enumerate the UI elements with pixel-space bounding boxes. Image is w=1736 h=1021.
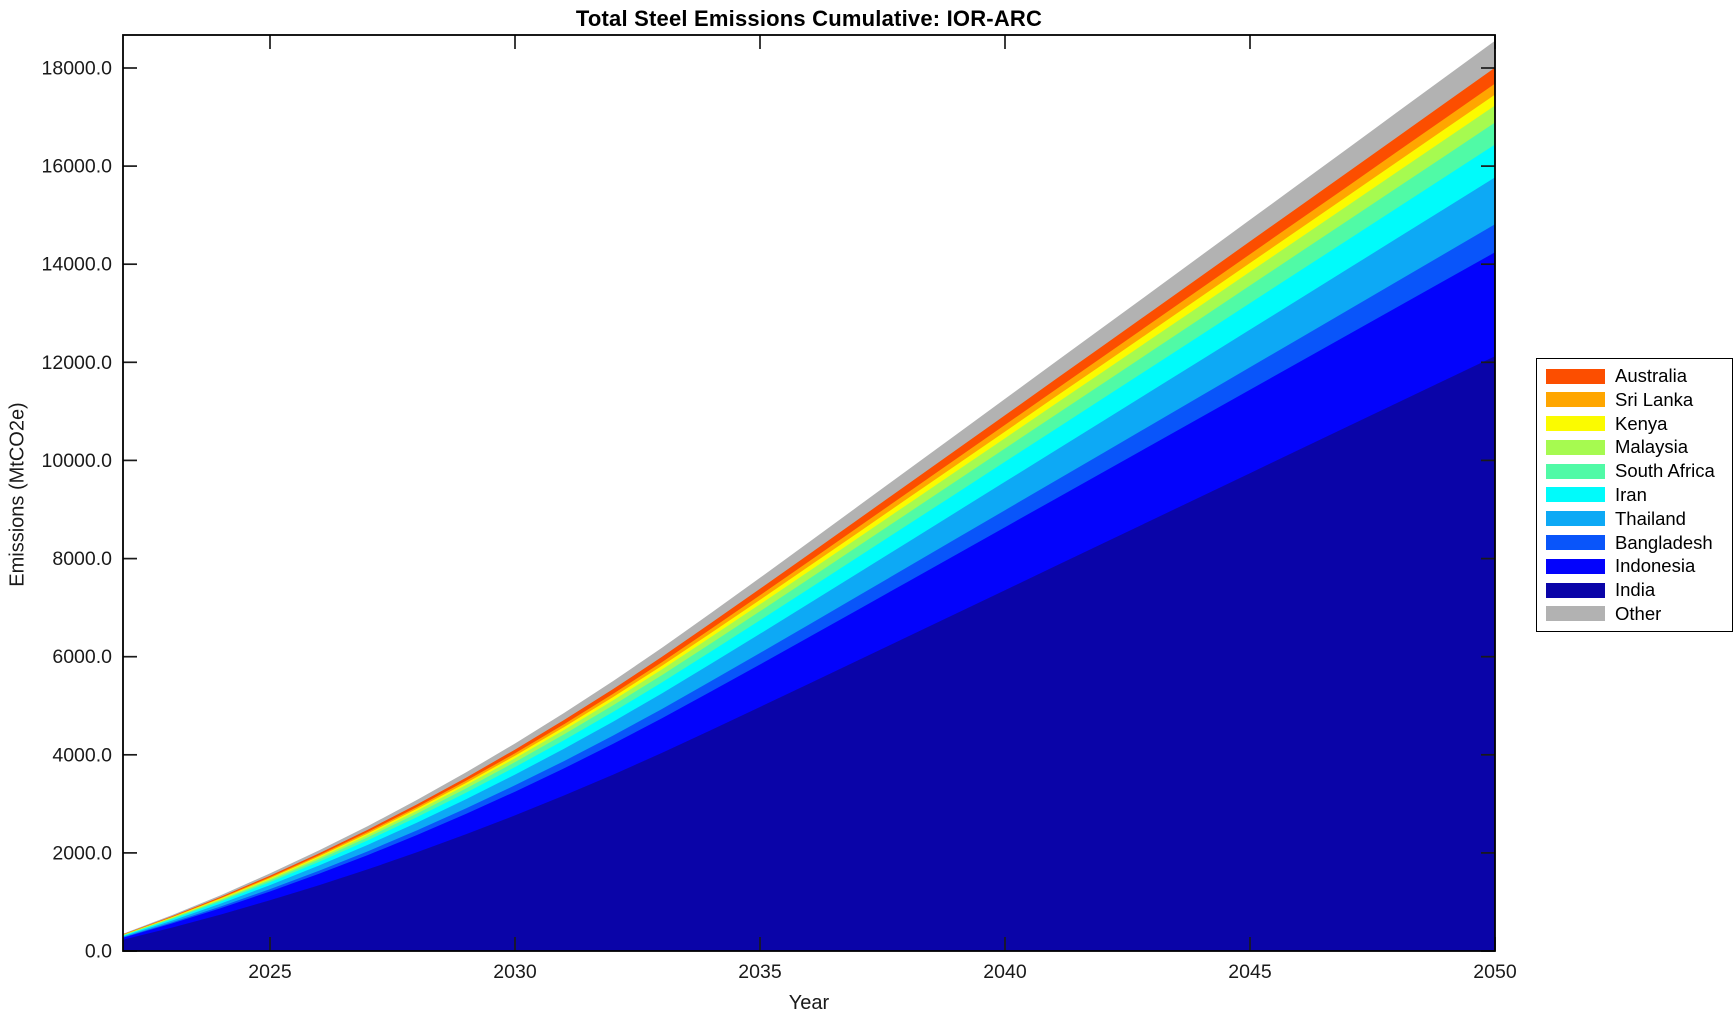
y-tick-label: 2000.0 <box>52 842 112 864</box>
x-tick-label: 2045 <box>1228 961 1272 983</box>
y-tick-label: 6000.0 <box>52 646 112 668</box>
legend-row-australia: Australia <box>1537 364 1732 388</box>
legend-row-kenya: Kenya <box>1537 412 1732 436</box>
x-tick-label: 2030 <box>493 961 537 983</box>
legend-label: Sri Lanka <box>1615 388 1694 410</box>
legend-label: Other <box>1615 602 1662 624</box>
axes-box <box>122 34 1496 952</box>
legend-row-thailand: Thailand <box>1537 507 1732 531</box>
legend-label: Iran <box>1615 483 1647 505</box>
legend-swatch <box>1546 582 1605 598</box>
legend-swatch <box>1546 392 1605 408</box>
legend-row-south-africa: South Africa <box>1537 459 1732 483</box>
y-tick-label: 8000.0 <box>52 548 112 570</box>
y-tick-label: 0.0 <box>85 941 112 963</box>
area-india <box>123 356 1495 951</box>
x-tick-label: 2025 <box>248 961 292 983</box>
legend-row-bangladesh: Bangladesh <box>1537 531 1732 555</box>
legend-swatch <box>1546 511 1605 527</box>
legend-label: South Africa <box>1615 460 1715 482</box>
legend-label: Malaysia <box>1615 436 1688 458</box>
legend-row-sri-lanka: Sri Lanka <box>1537 388 1732 412</box>
legend-row-malaysia: Malaysia <box>1537 436 1732 460</box>
legend-swatch <box>1546 558 1605 574</box>
y-tick-label: 18000.0 <box>42 58 113 80</box>
legend-row-indonesia: Indonesia <box>1537 554 1732 578</box>
legend-row-other: Other <box>1537 602 1732 626</box>
y-tick-label: 12000.0 <box>42 352 113 374</box>
legend-swatch <box>1546 416 1605 432</box>
x-tick-label: 2050 <box>1473 961 1517 983</box>
x-tick-label: 2040 <box>983 961 1027 983</box>
legend-swatch <box>1546 439 1605 455</box>
y-tick-label: 4000.0 <box>52 744 112 766</box>
legend-swatch <box>1546 463 1605 479</box>
legend-row-iran: Iran <box>1537 483 1732 507</box>
chart-title: Total Steel Emissions Cumulative: IOR-AR… <box>575 6 1043 31</box>
legend-row-india: India <box>1537 578 1732 602</box>
legend-label: Bangladesh <box>1615 531 1713 553</box>
legend-swatch <box>1546 606 1605 622</box>
legend-label: Thailand <box>1615 507 1686 529</box>
y-tick-label: 16000.0 <box>42 156 113 178</box>
legend-swatch <box>1546 487 1605 503</box>
legend-label: India <box>1615 579 1656 601</box>
y-tick-label: 10000.0 <box>42 450 113 472</box>
x-axis-label: Year <box>788 992 830 1014</box>
legend-label: Australia <box>1615 365 1687 386</box>
x-tick-label: 2035 <box>738 961 782 983</box>
legend-label: Kenya <box>1615 412 1668 434</box>
legend-swatch <box>1546 535 1605 551</box>
legend-swatch <box>1546 368 1605 384</box>
y-tick-label: 14000.0 <box>42 254 113 276</box>
legend: Australia Sri Lanka Kenya Malaysia South Afr… <box>1536 358 1733 632</box>
y-axis-label: Emissions (MtCO2e) <box>6 402 29 587</box>
legend-label: Indonesia <box>1615 555 1696 577</box>
